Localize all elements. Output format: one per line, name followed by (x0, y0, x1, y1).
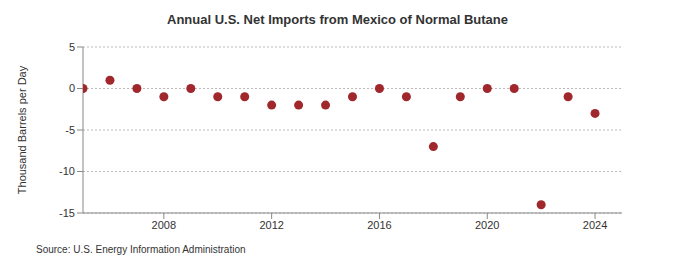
svg-text:2024: 2024 (583, 219, 607, 231)
svg-text:5: 5 (69, 41, 75, 53)
svg-text:-5: -5 (65, 124, 75, 136)
svg-text:2020: 2020 (475, 219, 499, 231)
svg-text:Thousand Barrels per Day: Thousand Barrels per Day (16, 65, 28, 194)
svg-text:2016: 2016 (367, 219, 391, 231)
html-text:Annual U.S. Net Imports from M: Annual U.S. Net Imports from Mexico of N… (167, 12, 508, 27)
svg-text:2008: 2008 (152, 219, 176, 231)
svg-text:-15: -15 (59, 207, 75, 219)
svg-text:0: 0 (69, 82, 75, 94)
html-text:Source: U.S. Energy Informatio: Source: U.S. Energy Information Administ… (36, 244, 246, 255)
svg-text:-10: -10 (59, 165, 75, 177)
svg-text:2012: 2012 (259, 219, 283, 231)
